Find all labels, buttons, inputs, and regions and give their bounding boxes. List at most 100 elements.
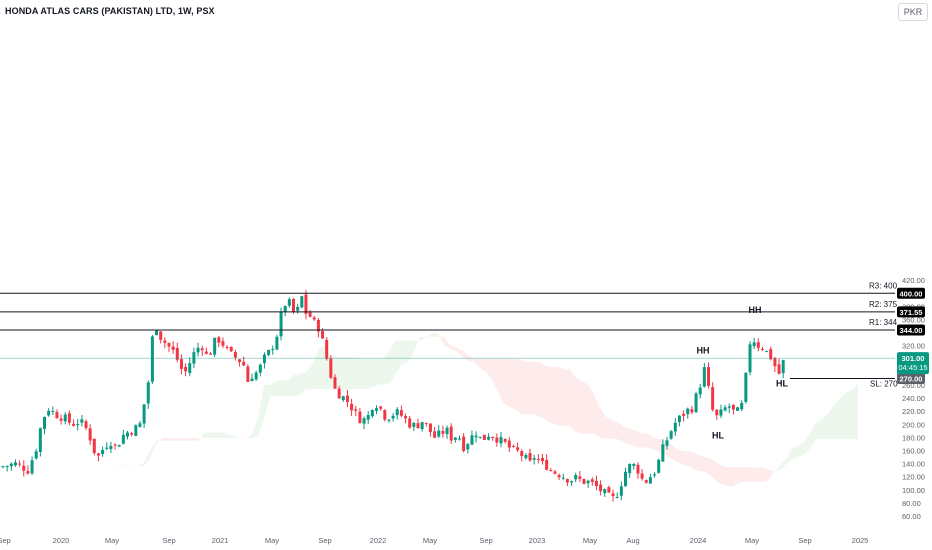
price-tick-label: 360.00 <box>902 316 925 325</box>
cloud-segment <box>582 381 588 434</box>
candle-body <box>545 459 549 470</box>
cloud-segment <box>270 380 276 397</box>
cloud-segment <box>510 358 516 410</box>
candle-body <box>420 422 424 430</box>
cloud-segment <box>840 392 846 440</box>
candle-body <box>375 408 378 411</box>
candle-body <box>130 433 134 435</box>
candle-body <box>84 421 88 428</box>
price-tick-label: 220.00 <box>902 407 925 416</box>
time-tick-label: 2024 <box>690 536 707 545</box>
candle-body <box>121 434 125 444</box>
candle-body <box>640 473 644 479</box>
candle-body <box>765 350 769 352</box>
stop-loss-label: SL: 270 <box>870 379 898 388</box>
bar-countdown: 04:45:15 <box>898 363 927 372</box>
candle-body <box>549 470 553 472</box>
candle-body <box>449 426 453 441</box>
candle-body <box>283 306 287 312</box>
candle-body <box>188 363 192 373</box>
cloud-segment <box>546 366 552 424</box>
cloud-segment <box>792 445 798 460</box>
price-axis[interactable]: 60.00 80.00 100.00 120.00 140.00 160.00 180.00… <box>897 276 929 521</box>
candle-body <box>586 480 590 484</box>
time-axis[interactable]: Sep 2020 May Sep 2021 May Sep 2022 May Sep 2023 May… <box>0 536 868 545</box>
cloud-segment <box>654 438 660 453</box>
candle-body <box>76 424 80 426</box>
time-tick-label: 2021 <box>212 536 229 545</box>
cloud-segment <box>708 457 714 479</box>
cloud-segment <box>780 459 786 471</box>
cloud-segment <box>702 456 708 474</box>
candle-body <box>134 425 138 437</box>
cloud-segment <box>390 340 396 383</box>
candle-body <box>292 298 295 312</box>
cloud-segment <box>474 358 480 368</box>
candle-body <box>329 358 333 378</box>
cloud-segment <box>594 395 600 438</box>
candle-body <box>424 422 428 424</box>
candle-body <box>22 465 26 471</box>
candle-body <box>163 340 167 343</box>
candle-body <box>358 411 362 424</box>
candle-body <box>38 428 42 452</box>
price-tick-label: 320.00 <box>902 342 925 351</box>
cloud-segment <box>468 354 474 363</box>
candle-body <box>184 367 188 372</box>
svg-text:400.00: 400.00 <box>900 289 923 298</box>
candle-body <box>428 423 432 433</box>
cloud-segment <box>564 369 570 427</box>
ichimoku-cloud <box>108 332 858 487</box>
candle-body <box>698 387 702 395</box>
time-tick-label: 2023 <box>529 536 546 545</box>
candle-body <box>150 336 154 382</box>
candle-body <box>416 423 420 429</box>
cloud-segment <box>606 416 612 439</box>
cloud-segment <box>624 427 630 445</box>
candle-body <box>665 440 669 446</box>
candle-body <box>404 416 408 419</box>
cloud-segment <box>588 384 594 434</box>
candle-body <box>752 342 756 347</box>
candle-body <box>242 361 246 366</box>
cloud-segment <box>144 450 150 467</box>
candle-body <box>316 320 320 332</box>
candle-body <box>453 437 457 441</box>
cloud-segment <box>384 348 390 385</box>
price-badge: 344.00 <box>897 324 925 336</box>
time-tick-label: 2025 <box>852 536 869 545</box>
cloud-segment <box>486 358 492 380</box>
candle-body <box>59 418 63 421</box>
candle-body <box>661 444 665 462</box>
svg-text:344.00: 344.00 <box>900 326 923 335</box>
currency-button[interactable]: PKR <box>898 3 928 21</box>
candle-body <box>565 479 569 483</box>
cloud-segment <box>528 362 534 415</box>
candle-body <box>624 471 627 487</box>
candle-body <box>399 410 403 416</box>
candle-body <box>495 437 499 443</box>
candle-body <box>379 406 383 409</box>
candle-body <box>686 408 690 415</box>
cloud-segment <box>672 444 678 463</box>
cloud-segment <box>492 358 498 392</box>
candle-body <box>769 349 773 360</box>
cloud-segment <box>732 466 738 487</box>
candle-body <box>478 436 482 438</box>
time-tick-label: Aug <box>626 536 639 545</box>
candle-body <box>462 436 466 452</box>
cloud-segment <box>216 432 222 438</box>
cloud-segment <box>444 336 450 349</box>
candle-body <box>155 330 159 336</box>
cloud-segment <box>534 362 540 418</box>
candle-body <box>536 458 540 460</box>
candle-body <box>217 337 221 343</box>
cloud-segment <box>198 432 204 441</box>
candle-body <box>354 409 358 411</box>
candle-body <box>499 437 503 444</box>
svg-text:371.55: 371.55 <box>900 308 923 317</box>
candle-body <box>138 423 142 427</box>
cloud-segment <box>570 369 576 433</box>
candle-body <box>673 422 677 432</box>
